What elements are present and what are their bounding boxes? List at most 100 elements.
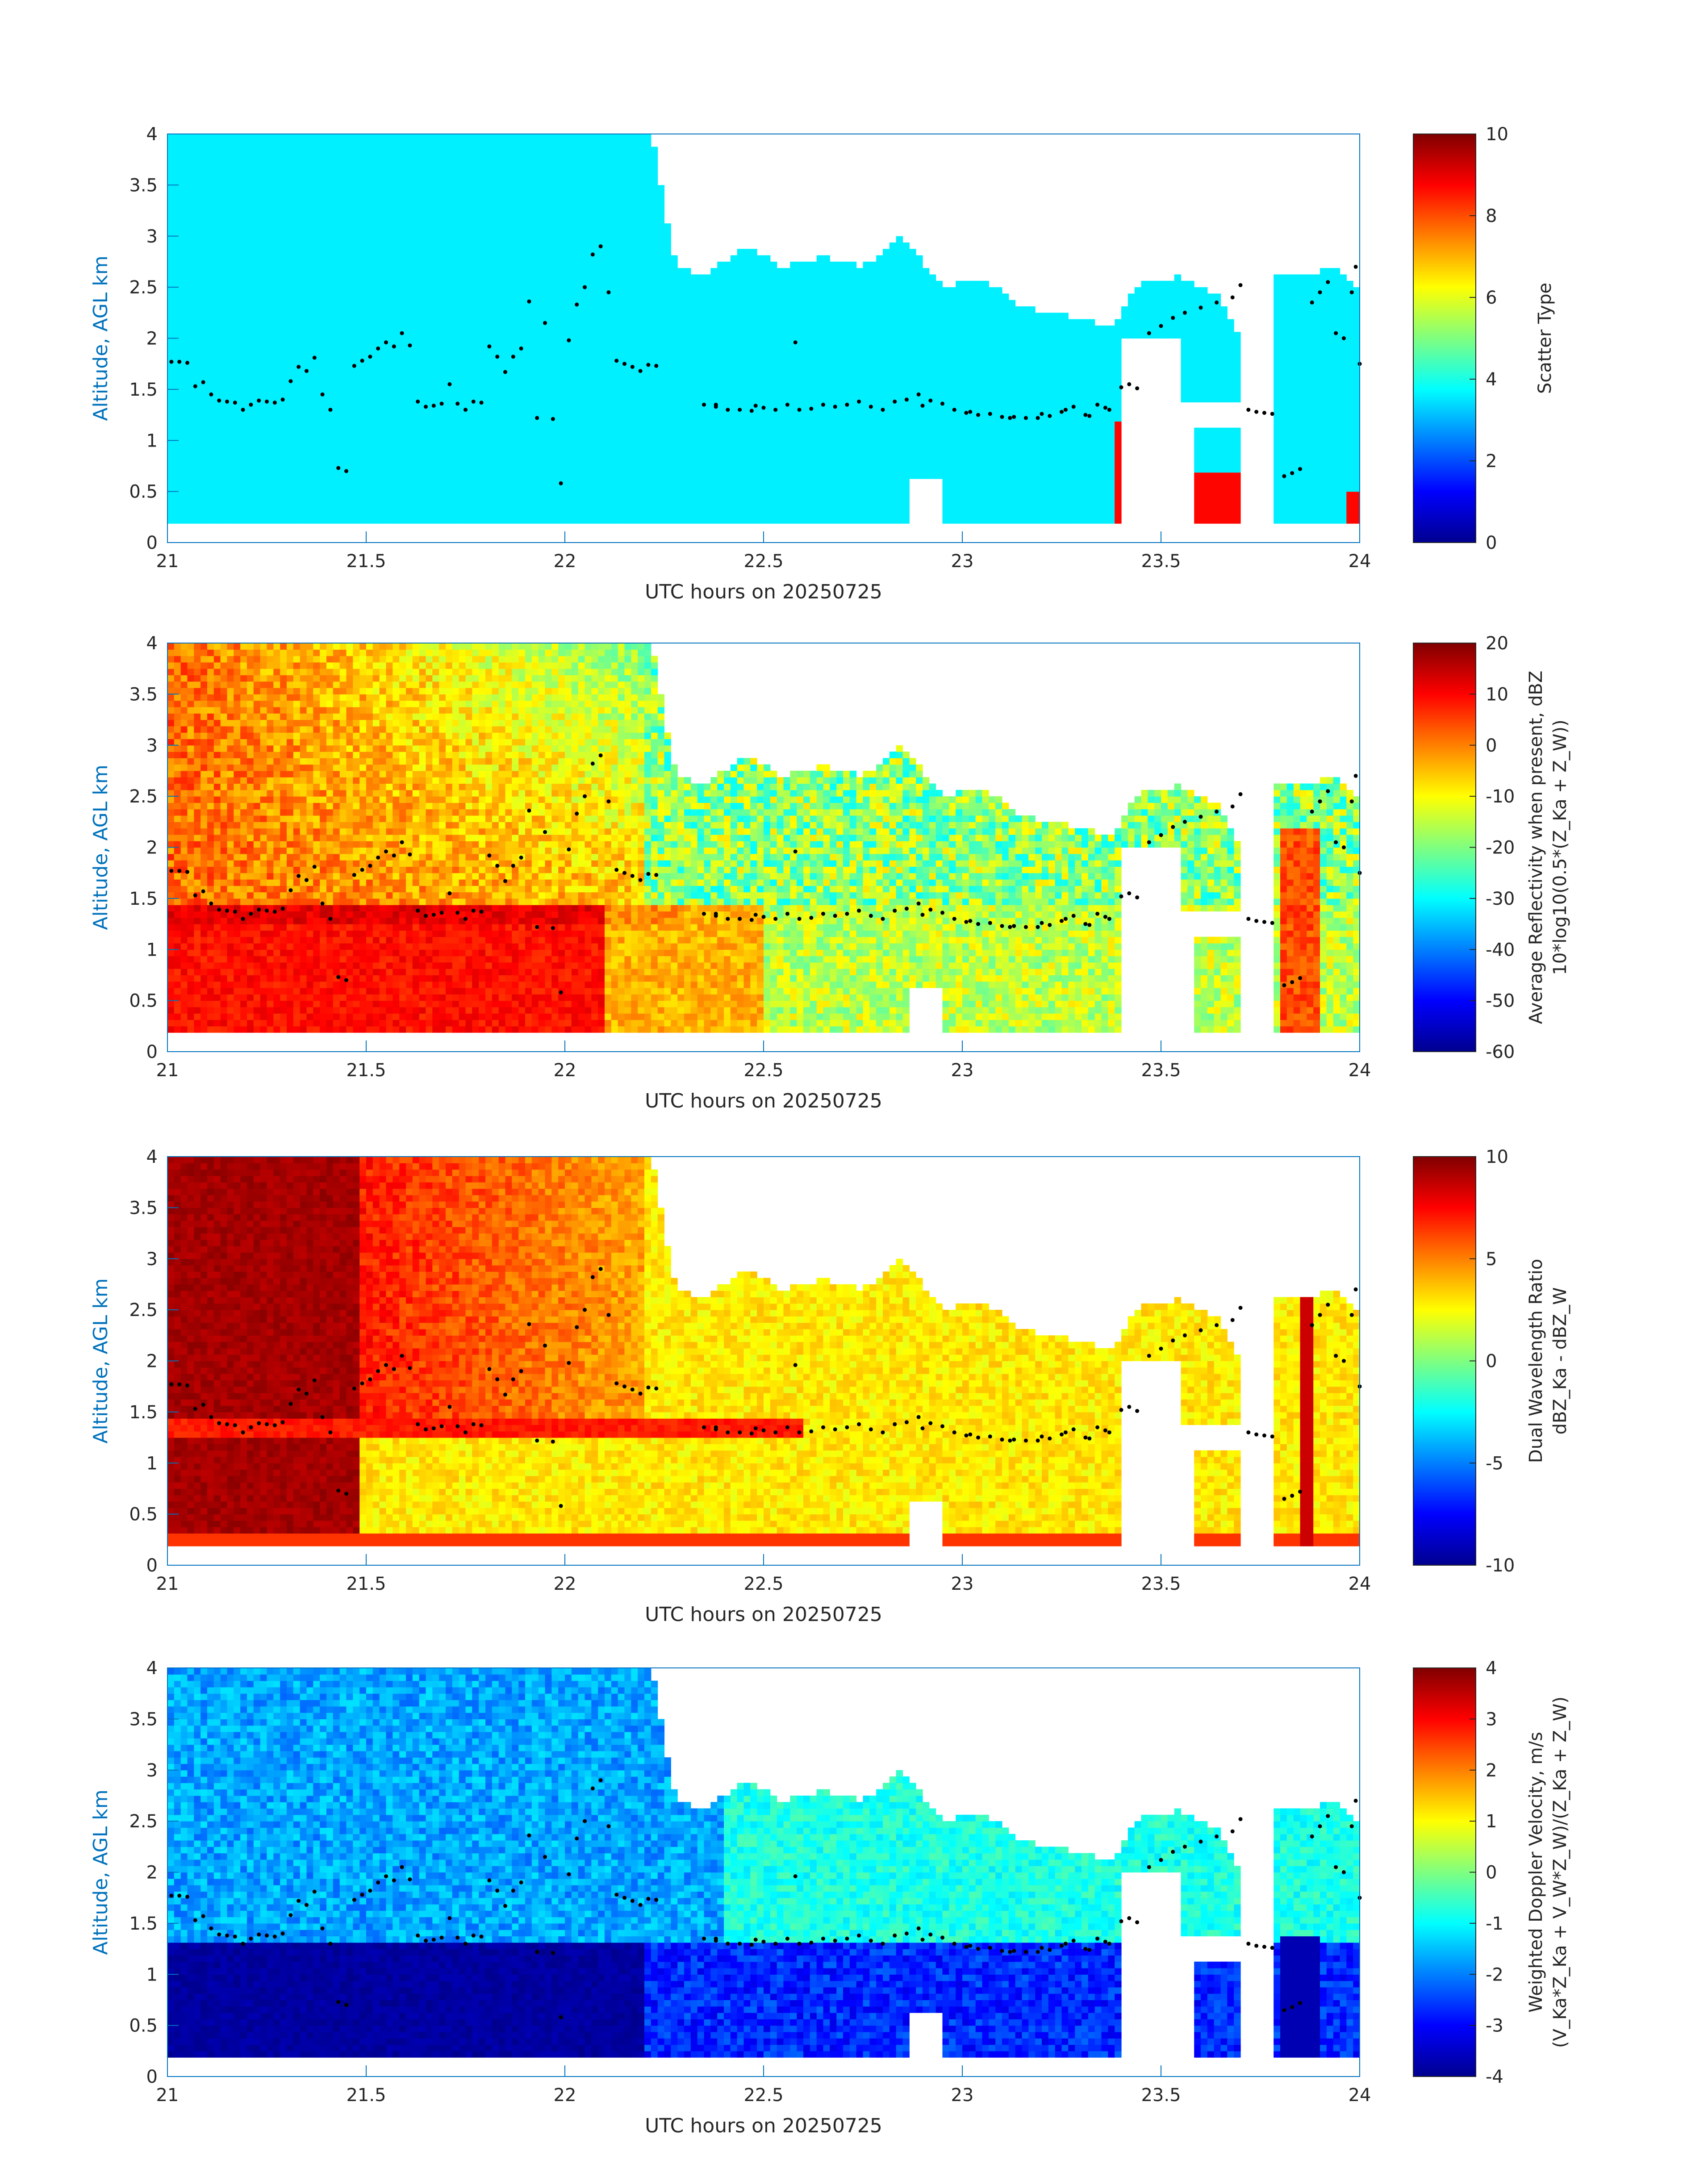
heatmap-cell — [479, 325, 486, 332]
heatmap-cell — [393, 191, 400, 198]
heatmap-cell — [313, 325, 320, 332]
heatmap-cell — [551, 497, 559, 505]
heatmap-cell — [187, 332, 194, 339]
heatmap-cell — [704, 491, 711, 498]
heatmap-cell — [406, 210, 413, 217]
heatmap-cell — [227, 402, 234, 409]
heatmap-cell — [220, 357, 228, 364]
heatmap-cell — [260, 472, 267, 479]
heatmap-cell — [333, 325, 340, 332]
heatmap-cell — [247, 357, 254, 364]
heatmap-cell — [578, 325, 585, 332]
heatmap-cell — [677, 440, 685, 447]
heatmap-cell — [393, 306, 400, 313]
heatmap-cell — [187, 338, 194, 345]
heatmap-cell — [207, 351, 214, 358]
heatmap-cell — [346, 389, 353, 396]
heatmap-cell — [439, 434, 446, 441]
heatmap-cell — [565, 434, 572, 441]
heatmap-cell — [280, 191, 287, 198]
heatmap-cell — [551, 313, 559, 320]
heatmap-cell — [432, 146, 439, 154]
heatmap-cell — [326, 383, 334, 390]
heatmap-cell — [406, 440, 413, 447]
heatmap-cell — [525, 364, 532, 371]
heatmap-cell — [465, 204, 472, 211]
heatmap-cell — [518, 453, 526, 460]
heatmap-cell — [426, 344, 433, 351]
heatmap-cell — [267, 479, 274, 485]
heatmap-cell — [227, 293, 234, 301]
heatmap-cell — [306, 185, 313, 192]
heatmap-cell — [326, 306, 334, 313]
heatmap-cell — [558, 261, 565, 268]
heatmap-cell — [207, 460, 214, 466]
heatmap-cell — [446, 504, 453, 511]
heatmap-cell — [459, 389, 466, 396]
heatmap-cell — [313, 242, 320, 249]
heatmap-cell — [485, 485, 493, 492]
heatmap-cell — [571, 140, 579, 147]
panel-1: 21 21.5 22 22.5 23 23.5 2400.511.522.533.54UTC… — [89, 124, 1555, 603]
heatmap-cell — [485, 376, 493, 384]
heatmap-cell — [386, 466, 393, 473]
heatmap-cell — [611, 338, 618, 345]
heatmap-cell — [220, 376, 228, 384]
heatmap-cell — [180, 166, 188, 173]
heatmap-cell — [512, 460, 519, 466]
heatmap-cell — [432, 485, 439, 492]
heatmap-cell — [187, 325, 194, 332]
heatmap-cell — [717, 408, 724, 415]
heatmap-cell — [492, 344, 499, 351]
heatmap-cell — [359, 159, 367, 167]
heatmap-cell — [300, 447, 307, 454]
heatmap-cell — [306, 172, 313, 179]
heatmap-cell — [220, 242, 228, 249]
heatmap-cell — [213, 261, 221, 268]
heatmap-cell — [485, 434, 493, 441]
heatmap-cell — [353, 210, 360, 217]
heatmap-cell — [631, 274, 638, 281]
heatmap-cell — [167, 300, 175, 307]
heatmap-cell — [578, 485, 585, 492]
heatmap-cell — [180, 434, 188, 441]
heatmap-cell — [518, 434, 526, 441]
heatmap-cell — [525, 274, 532, 281]
heatmap-cell — [406, 504, 413, 511]
heatmap-cell — [287, 306, 294, 313]
heatmap-cell — [220, 447, 228, 454]
heatmap-cell — [320, 491, 327, 498]
heatmap-cell — [439, 313, 446, 320]
heatmap-cell — [300, 198, 307, 205]
heatmap-cell — [485, 338, 493, 345]
heatmap-cell — [260, 357, 267, 364]
heatmap-cell — [724, 357, 731, 364]
heatmap-cell — [287, 230, 294, 237]
heatmap-cell — [598, 287, 605, 294]
heatmap-cell — [194, 185, 201, 192]
heatmap-cell — [167, 504, 175, 511]
heatmap-cell — [591, 153, 598, 160]
heatmap-cell — [446, 453, 453, 460]
heatmap-cell — [624, 242, 631, 249]
heatmap-cell — [366, 249, 373, 256]
heatmap-cell — [631, 460, 638, 466]
heatmap-cell — [571, 210, 579, 217]
heatmap-cell — [531, 204, 539, 211]
heatmap-cell — [432, 351, 439, 358]
heatmap-cell — [320, 280, 327, 288]
heatmap-cell — [538, 357, 546, 364]
heatmap-cell — [479, 159, 486, 167]
heatmap-cell — [247, 217, 254, 224]
heatmap-cell — [187, 268, 194, 275]
heatmap-cell — [393, 249, 400, 256]
heatmap-cell — [598, 179, 605, 185]
heatmap-cell — [657, 242, 665, 249]
heatmap-cell — [273, 319, 280, 326]
heatmap-cell — [446, 210, 453, 217]
heatmap-cell — [220, 408, 228, 415]
heatmap-cell — [213, 255, 221, 262]
heatmap-cell — [366, 389, 373, 396]
heatmap-cell — [538, 146, 546, 154]
heatmap-cell — [393, 383, 400, 390]
